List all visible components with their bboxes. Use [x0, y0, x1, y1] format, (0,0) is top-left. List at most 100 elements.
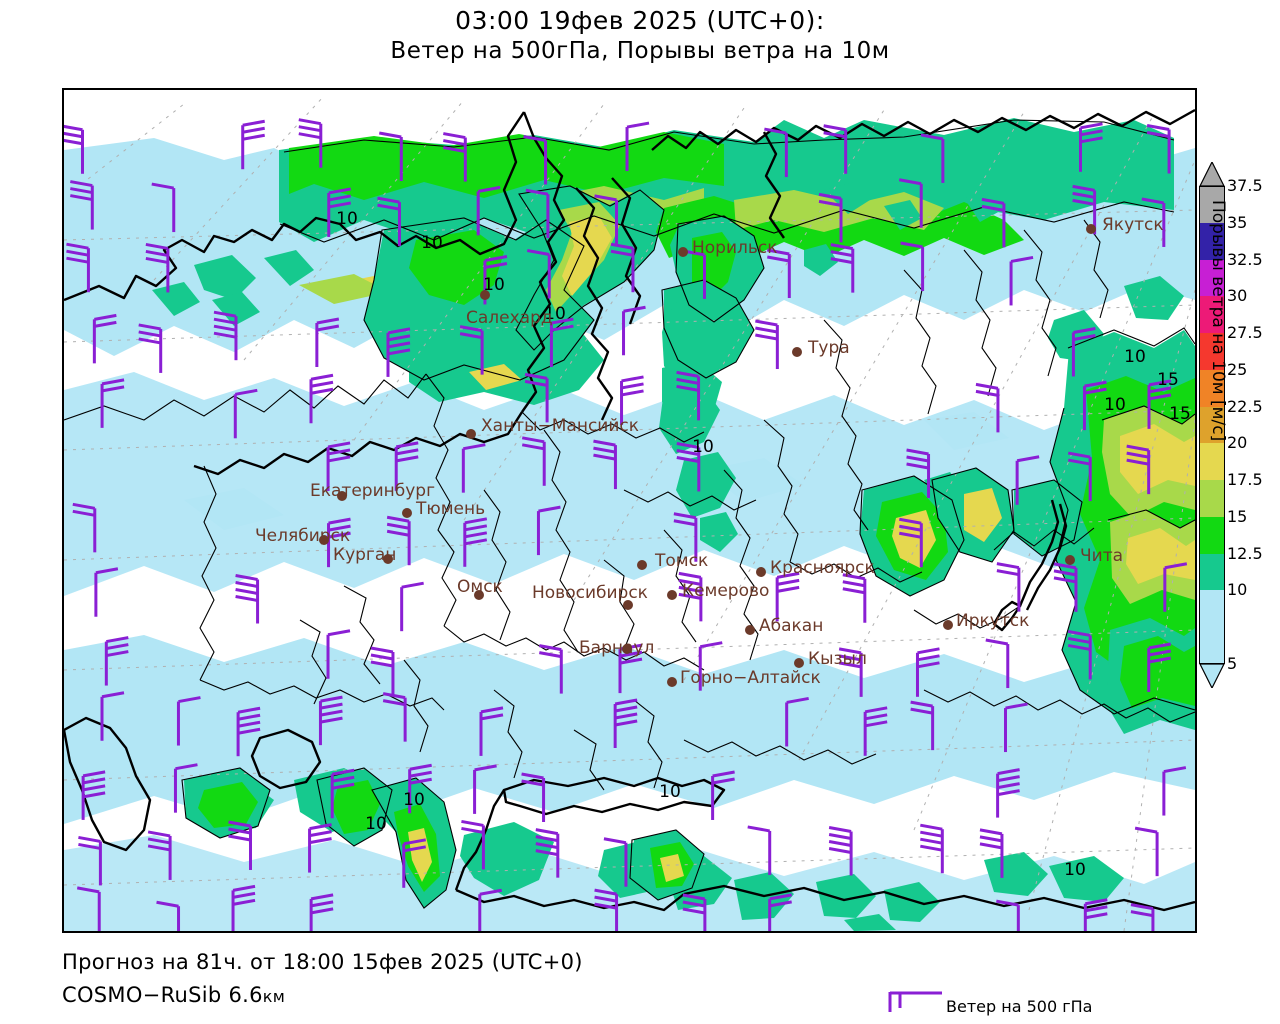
wind-barb-flag — [106, 643, 129, 651]
wind-barb-flag — [755, 319, 778, 327]
wind-barb-flag — [678, 592, 702, 600]
wind-barb-flag — [975, 389, 999, 397]
city-dot — [1065, 555, 1075, 565]
wind-barb-flag — [1164, 562, 1188, 570]
wind-barb-flag — [138, 323, 161, 331]
title-datetime: 03:00 19фев 2025 (UTC+0): — [455, 6, 825, 35]
wind-barb-flag — [979, 835, 1003, 843]
city-label: Новосибирск — [532, 583, 648, 603]
colorbar-tick: 27.5 — [1227, 323, 1263, 343]
wind-barb-flag — [755, 326, 778, 334]
wind-barb-flag — [755, 333, 778, 341]
wind-barb-flag — [603, 837, 627, 845]
wind-barb-flag — [767, 255, 790, 263]
colorbar-tick: 20 — [1227, 433, 1248, 453]
wind-barb-flag — [1016, 455, 1040, 463]
wind-barb-flag — [1084, 380, 1107, 388]
wind-barb-flag — [213, 317, 237, 325]
wind-barb-flag — [443, 146, 466, 154]
city-label: Чита — [1080, 546, 1123, 566]
wind-barb-flag — [1126, 458, 1149, 466]
wind-barb-flag — [66, 249, 89, 257]
wind-barb-flag — [228, 834, 251, 842]
wind-barb-flag — [996, 569, 1020, 577]
colorbar-band — [1199, 443, 1225, 481]
wind-barb-flag — [1148, 379, 1172, 387]
colorbar-tick: 17.5 — [1227, 470, 1263, 490]
wind-barb-flag — [237, 720, 261, 728]
wind-barb-flag — [996, 899, 1019, 907]
wind-barb-flag — [1053, 576, 1077, 584]
wind-barb-flag — [320, 702, 343, 710]
wind-barb-flag — [899, 524, 922, 532]
wind-barb-flag — [682, 907, 706, 915]
contour-value-labels: 10 10 10 10 10 15 10 15 10 10 10 10 10 — [336, 209, 1191, 880]
wind-barb-flag — [535, 842, 559, 850]
wind-barb-flag — [981, 204, 1005, 212]
wind-barb-flag — [521, 779, 544, 787]
model-resolution-unit: км — [262, 987, 286, 1006]
wind-barb-flag — [328, 531, 351, 539]
wind-barb-flag — [464, 531, 488, 539]
city-dot — [678, 247, 688, 257]
wind-barb-flag — [78, 842, 101, 850]
wind-barb-flag — [145, 249, 169, 257]
wind-barb-flag — [1067, 629, 1091, 637]
wind-barb-flag — [712, 777, 735, 785]
wind-barb-flag — [1163, 766, 1187, 774]
wind-barb-flag — [621, 375, 644, 383]
colorbar-tick: 12.5 — [1227, 543, 1263, 563]
wind-barb-flag — [521, 436, 545, 444]
wind-barb-flag — [1085, 898, 1108, 906]
contour-label: 15 — [1169, 404, 1191, 424]
wind-barb-flag — [712, 770, 735, 778]
wind-barb-flag — [235, 595, 258, 602]
contour-label: 10 — [692, 437, 714, 457]
city-label: Челябирск — [255, 526, 350, 546]
wind-barb-flag — [82, 770, 106, 778]
wind-barb-flag — [535, 835, 559, 843]
weather-map[interactable]: 10 10 10 10 10 15 10 15 10 10 10 10 10 Якутск Норильс… — [62, 88, 1197, 933]
wind-barb-flag — [464, 517, 488, 525]
wind-barb-flag — [910, 707, 933, 715]
wind-barb-flag — [443, 132, 466, 140]
wind-barb-flag — [386, 529, 410, 537]
wind-barb-flag — [621, 389, 644, 397]
city-dot — [383, 554, 393, 564]
colorbar[interactable] — [1199, 186, 1226, 664]
wind-barb-flag — [327, 448, 351, 456]
wind-barb-flag — [310, 380, 334, 388]
wind-barb-flag — [1067, 643, 1091, 651]
wind-barb-flag — [864, 720, 888, 728]
wind-barb-flag — [767, 248, 790, 256]
wind-barb-flag — [828, 847, 852, 855]
wind-barb-flag — [78, 835, 101, 843]
wind-barb-flag — [316, 324, 340, 332]
city-label: Кемерово — [682, 581, 769, 601]
wind-barb-flag — [898, 178, 922, 186]
wind-barb-flag — [298, 125, 322, 133]
wind-barb-flag — [309, 830, 332, 838]
wind-barb-flag — [776, 571, 800, 579]
colorbar-tick: 35 — [1227, 212, 1248, 232]
wind-barb-flag — [382, 692, 406, 700]
wind-barb-flag — [327, 441, 351, 449]
wind-barb-flag — [147, 837, 171, 845]
city-label: Ханты−Мансийск — [481, 416, 639, 436]
wind-barb-flag — [1148, 393, 1172, 401]
wind-barb-flag — [823, 124, 846, 132]
city-dot — [792, 347, 802, 357]
city-dot — [466, 429, 476, 439]
wind-barb-flag — [156, 900, 179, 908]
wind-barb-flag — [985, 638, 1009, 646]
wind-barb-flag — [538, 505, 561, 513]
wind-barb-flag — [910, 700, 933, 708]
wind-barb-flag — [1073, 333, 1096, 341]
wind-barb-flag — [401, 581, 424, 589]
wind-barb-flag — [614, 705, 638, 713]
wind-barb-flag — [535, 828, 559, 836]
wind-barb-flag — [906, 455, 929, 463]
wind-barb-flag — [213, 324, 237, 332]
colorbar-band — [1199, 186, 1225, 223]
contour-label: 10 — [544, 304, 566, 324]
